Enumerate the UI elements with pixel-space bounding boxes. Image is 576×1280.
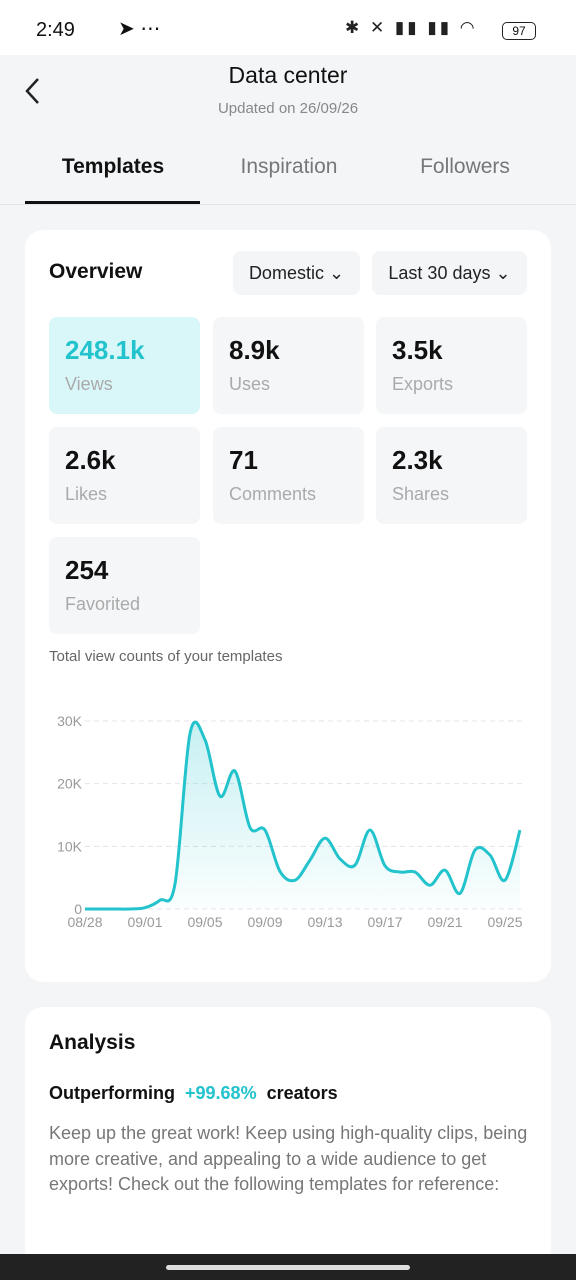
chart: 0 10K 20K 30K 08/28 09/01 09/05 09/09 09/13 09/17… (57, 713, 524, 930)
stat-card[interactable]: 254 Favorited (49, 537, 200, 634)
y-tick-label: 0 (74, 901, 82, 917)
stat-card[interactable]: 8.9k Uses (213, 317, 364, 414)
stat-value: 254 (65, 555, 109, 585)
status-bar: 2:49 ➤ ⋯ ✱ ✕ ▮▮ ▮▮ ◠ 97 (0, 0, 576, 55)
x-tick-label: 09/01 (127, 914, 162, 930)
period-filter[interactable]: Last 30 days ⌄ (372, 251, 527, 295)
x-tick-label: 09/25 (487, 914, 522, 930)
analysis-card (25, 1007, 551, 1267)
stat-card[interactable]: 3.5k Exports (376, 317, 527, 414)
line (84, 720, 522, 911)
outperform-line: Outperforming +99.68% creators (49, 1083, 338, 1104)
stat-label: Likes (65, 484, 108, 504)
tab[interactable]: Templates (61, 155, 165, 178)
x-tick-label: 08/28 (67, 914, 102, 930)
overview-title: Overview (49, 260, 143, 283)
area-fill (85, 722, 520, 910)
stat-value: 8.9k (229, 335, 280, 365)
stat-value: 2.3k (392, 445, 443, 475)
subtitle: Updated on 26/09/26 (217, 100, 359, 117)
back-button[interactable] (20, 76, 46, 106)
y-tick-label: 30K (57, 713, 83, 729)
y-tick-label: 10K (57, 838, 83, 854)
stat-value: 3.5k (392, 335, 443, 365)
filter-label: Domestic (248, 263, 324, 283)
stat-card[interactable]: 2.6k Likes (49, 427, 200, 524)
region-filter[interactable]: Domestic ⌄ (233, 251, 360, 295)
x-tick-label: 09/09 (247, 914, 282, 930)
x-tick-label: 09/05 (187, 914, 222, 930)
stat-label: Comments (229, 484, 317, 504)
stat-label: Favorited (65, 594, 141, 614)
tab[interactable]: Followers (420, 155, 510, 178)
x-tick-label: 09/13 (307, 914, 342, 930)
tail: creators (266, 1083, 338, 1103)
stat-value: 2.6k (65, 445, 116, 475)
page-title: Data center (228, 62, 348, 88)
divider (0, 204, 576, 205)
tab[interactable]: Inspiration (240, 155, 338, 178)
tab-indicator (25, 201, 200, 204)
time: 2:49 (36, 19, 75, 41)
x-tick-label: 09/17 (367, 914, 402, 930)
nav-bar (0, 1254, 576, 1280)
filter-label: Last 30 days (388, 263, 491, 283)
stat-card[interactable]: 248.1k Views (49, 317, 200, 414)
x-tick-label: 09/21 (427, 914, 462, 930)
system-icons: ✱ ✕ ▮▮ ▮▮ ◠ (345, 18, 478, 37)
chart-title: Total view counts of your templates (49, 648, 283, 665)
stat-label: Shares (392, 484, 450, 504)
battery: 97 (502, 22, 536, 40)
home-indicator (166, 1265, 410, 1270)
lead: Outperforming (49, 1083, 175, 1103)
stat-label: Views (65, 374, 113, 394)
stat-card[interactable]: 71 Comments (213, 427, 364, 524)
stat-value: 71 (229, 445, 258, 475)
status-icons: ➤ ⋯ (118, 18, 161, 40)
stat-value: 248.1k (65, 335, 145, 365)
stat-label: Exports (392, 374, 454, 394)
y-tick-label: 20K (57, 776, 83, 792)
stat-card[interactable]: 2.3k Shares (376, 427, 527, 524)
stat-label: Uses (229, 374, 271, 394)
analysis-title: Analysis (49, 1031, 136, 1054)
percent: +99.68% (185, 1083, 257, 1103)
analysis-body: Keep up the great work! Keep using high-… (49, 1123, 528, 1194)
